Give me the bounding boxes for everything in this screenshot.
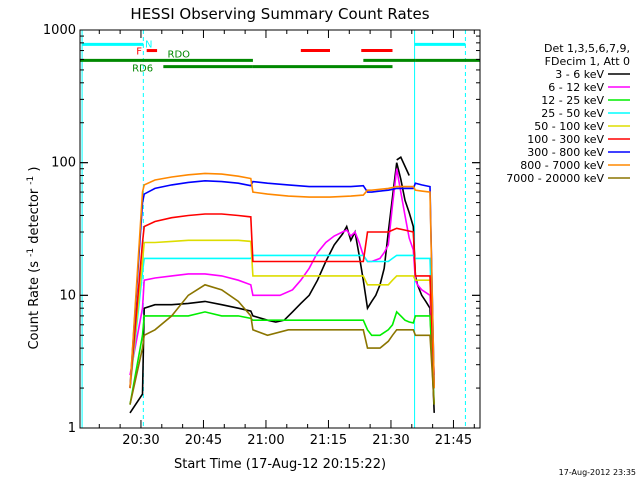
legend-header: Det 1,3,5,6,7,9,: [544, 42, 630, 55]
y-tick-label: 1: [68, 421, 76, 436]
x-tick-label: 21:45: [435, 433, 472, 448]
legend-label: 12 - 25 keV: [541, 94, 604, 107]
series-line-5: [129, 213, 435, 389]
series-line-2: [129, 310, 435, 405]
flag-label-rd6: RD6: [132, 64, 153, 75]
y-tick-label: 1000: [43, 23, 76, 38]
ylabel-mid: detector: [27, 188, 42, 244]
y-axis-label: Count Rate (s -1 detector -1 ): [22, 166, 42, 349]
legend-label: 800 - 7000 keV: [520, 159, 604, 172]
y-axis: 1 10 100 1000: [43, 23, 480, 436]
ylabel-main: Count Rate (s: [27, 261, 42, 350]
legend-label: 50 - 100 keV: [534, 120, 604, 133]
series-line-3: [129, 254, 435, 389]
x-axis-label: Start Time (17-Aug-12 20:15:22): [174, 457, 386, 472]
ylabel-sup2: -1: [26, 176, 36, 185]
x-tick-label: 20:30: [122, 433, 159, 448]
series-line-1: [129, 168, 435, 376]
x-tick-label: 21:30: [372, 433, 409, 448]
series-line-6: [129, 179, 435, 389]
x-tick-label: 20:45: [185, 433, 222, 448]
legend-label: 3 - 6 keV: [555, 68, 604, 81]
series-line-7: [129, 172, 435, 389]
series-line-8: [129, 283, 435, 405]
ylabel-sup1: -1: [26, 248, 36, 257]
footer-timestamp: 17-Aug-2012 23:35: [559, 468, 636, 477]
legend-label: 300 - 800 keV: [527, 146, 604, 159]
plot-area: NF RDO RD6: [79, 29, 481, 429]
flag-label-n: N: [145, 39, 152, 50]
x-tick-label: 21:00: [247, 433, 284, 448]
flag-label-f: F: [136, 47, 142, 58]
legend: Det 1,3,5,6,7,9,FDecim 1, Att 03 - 6 keV…: [506, 42, 630, 185]
series-line-9: [396, 156, 410, 176]
chart-title: HESSI Observing Summary Count Rates: [130, 5, 429, 23]
plot-frame: [79, 29, 481, 429]
legend-label: 25 - 50 keV: [541, 107, 604, 120]
legend-label: 7000 - 20000 keV: [506, 172, 604, 185]
x-axis: 20:30 20:45 21:00 21:15 21:30 21:45: [98, 30, 475, 448]
flag-label-rdo: RDO: [168, 49, 191, 60]
series-line-4: [129, 239, 435, 389]
svg-text:Count Rate (s -1: Count Rate (s -1 detector -1 ): [22, 166, 42, 349]
ylabel-end: ): [27, 166, 42, 171]
y-tick-label: 10: [59, 288, 76, 303]
x-tick-label: 21:15: [310, 433, 347, 448]
series-line-0: [129, 162, 435, 414]
y-tick-label: 100: [51, 156, 76, 171]
legend-label: 6 - 12 keV: [548, 81, 604, 94]
legend-header: FDecim 1, Att 0: [545, 55, 630, 68]
legend-label: 100 - 300 keV: [527, 133, 604, 146]
